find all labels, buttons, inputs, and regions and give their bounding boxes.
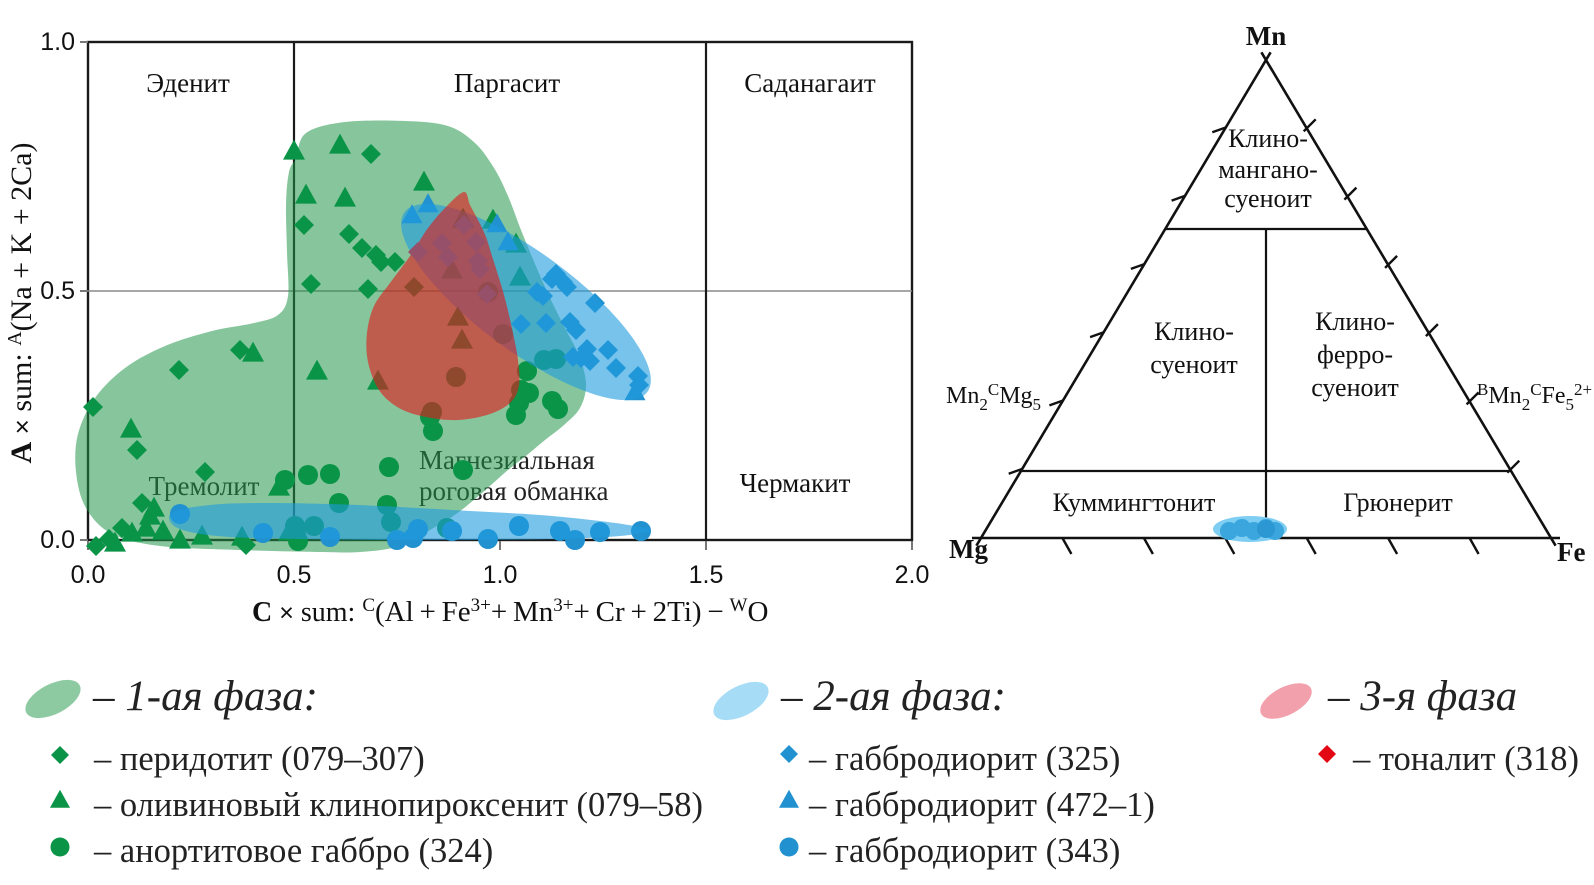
svg-text:– габбродиорит (472–1): – габбродиорит (472–1) <box>808 786 1155 824</box>
svg-text:Mg: Mg <box>949 534 988 564</box>
svg-text:1.5: 1.5 <box>689 561 724 589</box>
svg-text:– 2-ая фаза:: – 2-ая фаза: <box>780 673 1006 720</box>
svg-text:0.5: 0.5 <box>277 561 312 589</box>
svg-text:Mn: Mn <box>1246 21 1287 51</box>
svg-text:ферро-: ферро- <box>1317 340 1393 369</box>
svg-text:Клино-: Клино- <box>1228 124 1308 153</box>
svg-text:1.0: 1.0 <box>40 28 75 56</box>
svg-text:0.0: 0.0 <box>40 526 75 554</box>
svg-text:– тоналит (318): – тоналит (318) <box>1352 740 1579 778</box>
svg-text:– 1-ая фаза:: – 1-ая фаза: <box>92 673 318 720</box>
svg-text:Паргасит: Паргасит <box>454 68 560 98</box>
svg-text:– анортитовое габбро (324): – анортитовое габбро (324) <box>93 832 493 870</box>
svg-text:– перидотит (079–307): – перидотит (079–307) <box>93 740 425 778</box>
svg-text:Саданагаит: Саданагаит <box>744 68 876 98</box>
svg-text:Клино-: Клино- <box>1315 307 1395 336</box>
svg-text:Куммингтонит: Куммингтонит <box>1053 488 1216 517</box>
svg-text:C × sum: C(Al + Fe3++ Mn3++ Cr: C × sum: C(Al + Fe3++ Mn3++ Cr + 2Ti) − … <box>252 595 768 628</box>
svg-text:Чермакит: Чермакит <box>740 468 851 498</box>
svg-text:2.0: 2.0 <box>895 561 930 589</box>
svg-text:0.0: 0.0 <box>71 561 106 589</box>
svg-text:суеноит: суеноит <box>1224 184 1312 213</box>
svg-text:A × sum: A(Na + K + 2Ca): A × sum: A(Na + K + 2Ca) <box>4 143 38 464</box>
svg-text:1.0: 1.0 <box>483 561 518 589</box>
svg-text:BMn2CFe52+: BMn2CFe52+ <box>1477 380 1592 414</box>
svg-text:мангано-: мангано- <box>1218 155 1318 184</box>
svg-text:Fe: Fe <box>1557 537 1585 567</box>
svg-text:суеноит: суеноит <box>1311 373 1399 402</box>
svg-text:Клино-: Клино- <box>1154 317 1234 346</box>
svg-text:– 3-я фаза: – 3-я фаза <box>1327 673 1517 720</box>
svg-text:суеноит: суеноит <box>1150 350 1238 379</box>
svg-text:– габбродиорит (325): – габбродиорит (325) <box>808 740 1120 778</box>
svg-text:Грюнерит: Грюнерит <box>1343 488 1453 517</box>
svg-text:– оливиновый клинопироксенит (: – оливиновый клинопироксенит (079–58) <box>93 786 703 824</box>
svg-text:Эденит: Эденит <box>146 68 230 98</box>
svg-text:0.5: 0.5 <box>40 277 75 305</box>
svg-text:– габбродиорит (343): – габбродиорит (343) <box>808 832 1120 870</box>
svg-text:Mn2CMg5: Mn2CMg5 <box>946 380 1041 414</box>
